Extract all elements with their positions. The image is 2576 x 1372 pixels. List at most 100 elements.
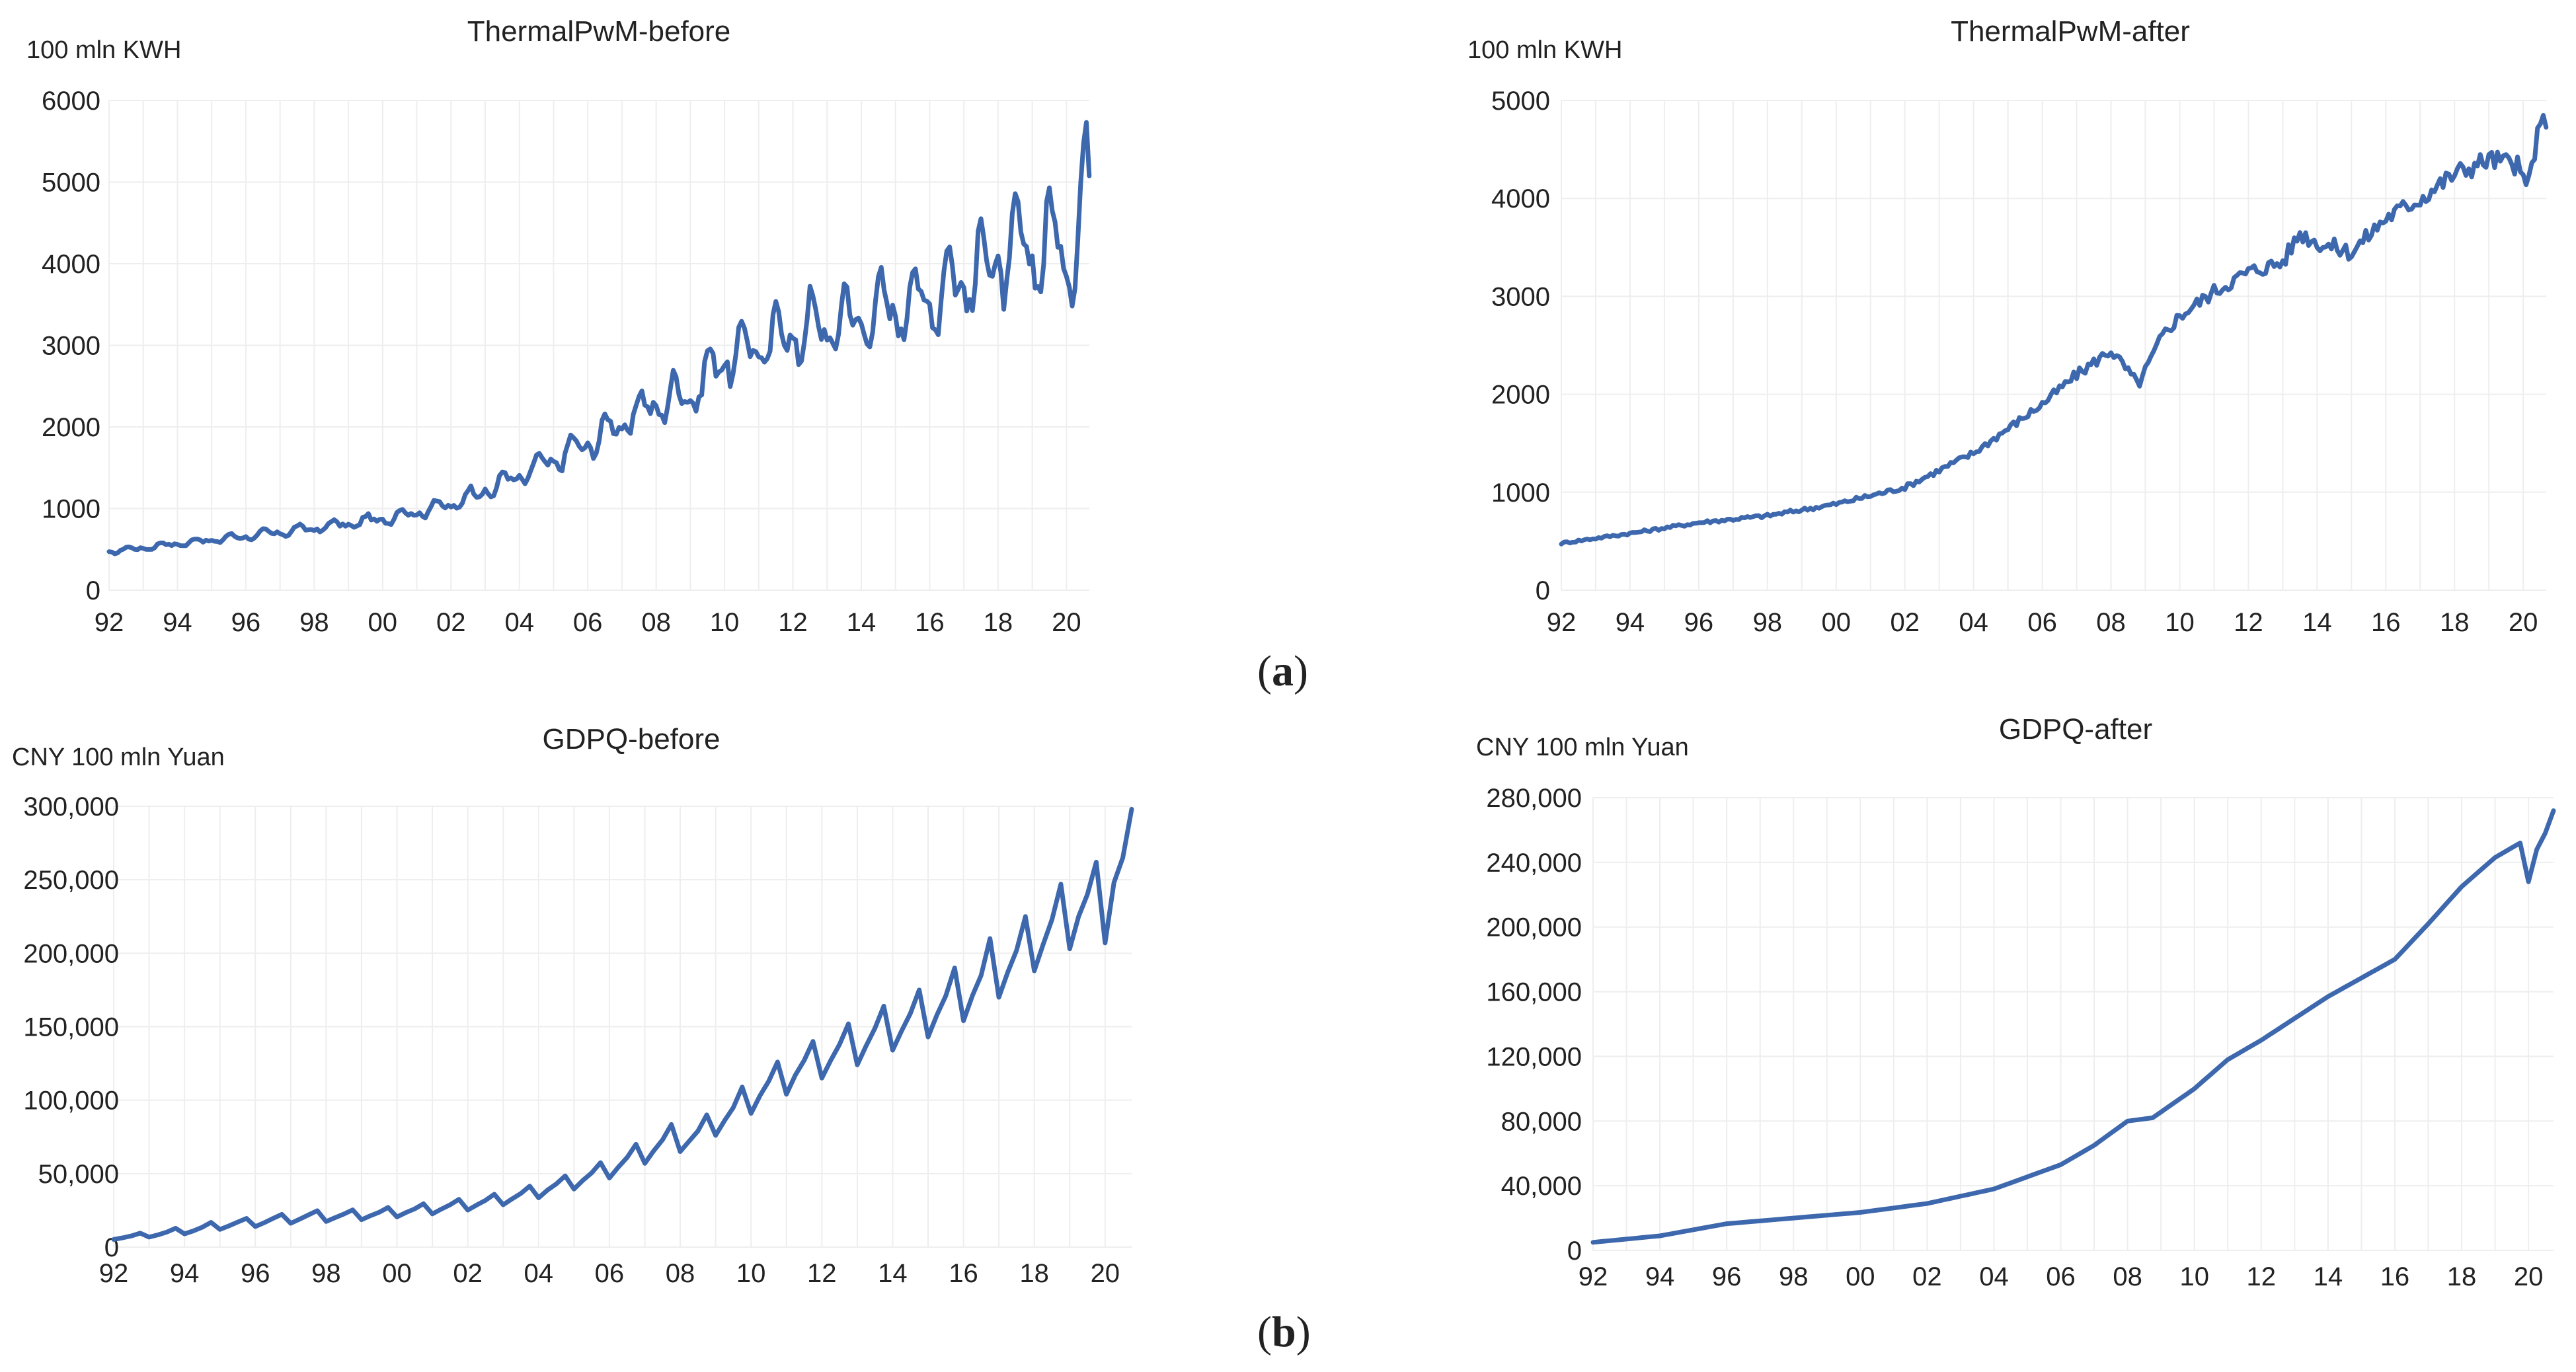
thermal-after-xtick-label: 08 [2096,608,2126,637]
gdpq-before-ylabel: CNY 100 mln Yuan [12,743,225,771]
gdpq-after-xtick-label: 10 [2179,1262,2209,1291]
gdpq-after-xtick-label: 20 [2514,1262,2544,1291]
thermal-before-xtick-label: 08 [641,608,671,637]
thermal-before-xtick-label: 20 [1052,608,1081,637]
panel-label-b-letter: b [1271,1308,1296,1356]
thermal-after-title: ThermalPwM-after [1951,15,2190,48]
gdpq-before-ytick-label: 250,000 [23,866,119,895]
gdpq-before-xtick-label: 00 [382,1259,412,1288]
thermal-before-xtick-label: 04 [504,608,534,637]
gdpq-before-xtick-label: 94 [170,1259,200,1288]
thermal-after-xtick-label: 98 [1753,608,1783,637]
thermal-before-ytick-label: 1000 [42,495,100,524]
thermal-after-ytick-label: 3000 [1491,282,1550,311]
gdpq-after-title: GDPQ-after [1999,713,2152,745]
thermal-before-xtick-label: 96 [231,608,261,637]
gdpq-before-xtick-label: 08 [666,1259,695,1288]
gdpq-before-xtick-label: 14 [878,1259,908,1288]
gdpq-before-xtick-label: 06 [595,1259,625,1288]
thermal-before-xtick-label: 94 [163,608,192,637]
gdpq-after-ytick-label: 0 [1567,1237,1582,1266]
gdpq-after-chart: GDPQ-after CNY 100 mln Yuan 0 40,000 80,000 1… [1476,713,2556,1291]
gdpq-after-ytick-label: 160,000 [1486,978,1582,1007]
thermal-before-xtick-label: 12 [778,608,808,637]
thermal-before-xtick-label: 16 [915,608,945,637]
gdpq-before-xtick-label: 96 [241,1259,270,1288]
thermal-after-xtick-label: 00 [1822,608,1852,637]
gdpq-before-ytick-label: 300,000 [23,792,119,821]
gdpq-before-ytick-label: 150,000 [23,1013,119,1042]
thermal-before-xtick-label: 02 [436,608,466,637]
gdpq-before-xtick-label: 92 [99,1259,129,1288]
gdpq-before-series-line [111,806,1134,1242]
gdpq-after-ytick-label: 240,000 [1486,849,1582,878]
gdpq-after-xtick-label: 02 [1912,1262,1942,1291]
thermal-after-ylabel: 100 mln KWH [1467,36,1622,64]
thermal-after-xtick-label: 18 [2440,608,2470,637]
gdpq-before-ytick-label: 100,000 [23,1086,119,1116]
thermal-after-ytick-label: 4000 [1491,184,1550,213]
thermal-before-xtick-label: 10 [710,608,740,637]
thermal-before-ytick-label: 6000 [42,87,100,116]
gdpq-before-xtick-label: 20 [1091,1259,1120,1288]
thermal-before-xtick-label: 98 [299,608,329,637]
gdpq-after-xtick-label: 08 [2113,1262,2142,1291]
thermal-before-ytick-label: 4000 [42,250,100,279]
gdpq-before-xtick-label: 04 [524,1259,554,1288]
thermal-after-xtick-label: 92 [1547,608,1577,637]
thermal-before-xtick-label: 06 [573,608,603,637]
thermal-before-title: ThermalPwM-before [467,15,731,48]
thermal-before-ytick-label: 5000 [42,169,100,198]
gdpq-before-ytick-label: 200,000 [23,939,119,968]
thermal-after-ytick-label: 5000 [1491,87,1550,116]
gdpq-after-xtick-label: 06 [2046,1262,2076,1291]
thermal-after-xtick-label: 96 [1684,608,1714,637]
gdpq-after-xtick-label: 98 [1779,1262,1809,1291]
gdpq-before-xtick-label: 98 [311,1259,341,1288]
gdpq-after-xtick-label: 16 [2380,1262,2410,1291]
gdpq-before-xtick-label: 10 [736,1259,766,1288]
gdpq-before-title: GDPQ-before [543,723,721,755]
gdpq-before-xtick-label: 16 [949,1259,978,1288]
gdpq-after-ytick-label: 200,000 [1486,913,1582,942]
panel-label-b: (b) [1257,1308,1311,1356]
thermal-after-xtick-label: 94 [1616,608,1645,637]
thermal-before-ytick-label: 0 [86,576,100,605]
thermal-before-xtick-label: 92 [95,608,124,637]
panel-label-a-letter: a [1271,647,1294,695]
thermal-before-ylabel: 100 mln KWH [26,36,181,64]
gdpq-after-xtick-label: 94 [1645,1262,1675,1291]
gdpq-after-series-line [1590,808,2556,1245]
thermal-after-xtick-label: 04 [1959,608,1988,637]
gdpq-after-ylabel: CNY 100 mln Yuan [1476,734,1689,761]
gdpq-after-xtick-label: 18 [2447,1262,2477,1291]
thermal-after-xtick-label: 06 [2027,608,2057,637]
thermal-before-ytick-label: 3000 [42,332,100,361]
thermal-after-xtick-label: 12 [2234,608,2263,637]
thermal-after-xtick-label: 10 [2165,608,2195,637]
thermal-before-xtick-label: 18 [984,608,1013,637]
thermal-after-xtick-label: 16 [2371,608,2401,637]
thermal-after-xtick-label: 14 [2302,608,2332,637]
gdpq-after-xtick-label: 00 [1846,1262,1875,1291]
gdpq-after-ytick-label: 120,000 [1486,1042,1582,1071]
gdpq-before-xtick-label: 18 [1019,1259,1049,1288]
thermal-after-xtick-label: 02 [1890,608,1920,637]
panel-label-a: (a) [1257,647,1308,695]
gdpq-after-ytick-label: 280,000 [1486,784,1582,813]
gdpq-before-xtick-label: 12 [807,1259,837,1288]
gdpq-after-ytick-label: 80,000 [1501,1107,1582,1136]
thermal-after-xtick-label: 20 [2509,608,2538,637]
thermal-after-ytick-label: 2000 [1491,381,1550,410]
thermal-after-series-line [1559,113,2549,547]
thermal-before-xtick-label: 00 [368,608,398,637]
thermal-after-ytick-label: 0 [1536,576,1550,605]
thermal-before-series-line [106,120,1092,556]
gdpq-after-xtick-label: 12 [2247,1262,2277,1291]
gdpq-after-xtick-label: 92 [1579,1262,1608,1291]
thermal-before-xtick-label: 14 [847,608,877,637]
gdpq-before-ytick-label: 50,000 [38,1160,119,1189]
